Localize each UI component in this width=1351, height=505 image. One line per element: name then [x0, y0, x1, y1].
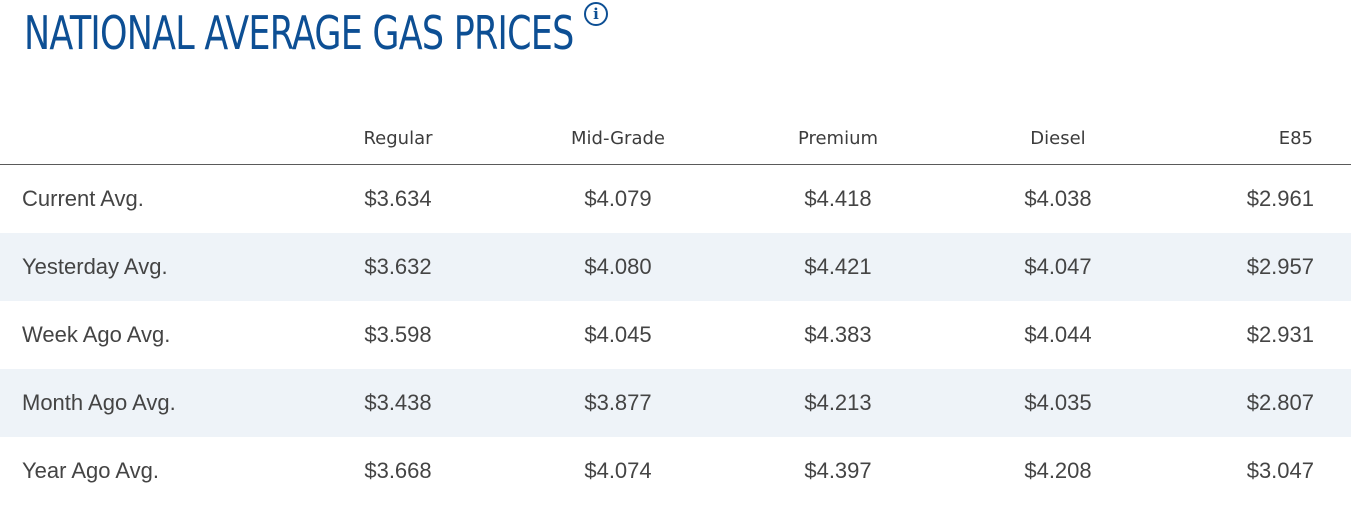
page-header: NATIONAL AVERAGE GAS PRICES: [24, 0, 747, 70]
table-row-month-ago: Month Ago Avg. $3.438 $3.877 $4.213 $4.0…: [0, 369, 1351, 437]
cell-mid-grade: $4.074: [584, 458, 652, 483]
cell-mid-grade: $4.080: [508, 233, 728, 301]
cell-premium: $4.418: [804, 186, 872, 211]
table-header-row: Regular Mid-Grade Premium Diesel E85: [0, 113, 1351, 165]
cell-regular: $3.438: [288, 369, 508, 437]
cell-diesel: $4.044: [1024, 322, 1092, 347]
info-icon[interactable]: i: [584, 2, 608, 26]
cell-mid-grade: $3.877: [508, 369, 728, 437]
cell-mid-grade: $4.079: [584, 186, 652, 211]
row-label: Month Ago Avg.: [0, 369, 288, 437]
cell-diesel: $4.047: [948, 233, 1168, 301]
cell-mid-grade: $4.045: [584, 322, 652, 347]
cell-diesel: $4.035: [948, 369, 1168, 437]
column-header-label: [0, 113, 288, 165]
row-label: Current Avg.: [22, 186, 144, 211]
cell-premium: $4.213: [728, 369, 948, 437]
column-header-diesel: Diesel: [948, 113, 1168, 165]
cell-regular: $3.598: [364, 322, 432, 347]
table-row-current: Current Avg. $3.634 $4.079 $4.418 $4.038…: [0, 165, 1351, 234]
column-header-premium: Premium: [728, 113, 948, 165]
cell-diesel: $4.208: [1024, 458, 1092, 483]
page-title: NATIONAL AVERAGE GAS PRICES: [24, 6, 574, 60]
cell-premium: $4.383: [804, 322, 872, 347]
column-header-e85: E85: [1168, 113, 1351, 165]
row-label: Yesterday Avg.: [0, 233, 288, 301]
cell-diesel: $4.038: [1024, 186, 1092, 211]
gas-prices-table: Regular Mid-Grade Premium Diesel E85 Cur…: [0, 113, 1351, 505]
cell-e85: $3.047: [1246, 458, 1314, 483]
column-header-regular: Regular: [288, 113, 508, 165]
column-header-mid-grade: Mid-Grade: [508, 113, 728, 165]
table-row-yesterday: Yesterday Avg. $3.632 $4.080 $4.421 $4.0…: [0, 233, 1351, 301]
table-row-week-ago: Week Ago Avg. $3.598 $4.045 $4.383 $4.04…: [0, 301, 1351, 369]
cell-e85: $2.807: [1168, 369, 1351, 437]
table-row-year-ago: Year Ago Avg. $3.668 $4.074 $4.397 $4.20…: [0, 437, 1351, 505]
cell-regular: $3.668: [364, 458, 432, 483]
cell-premium: $4.421: [728, 233, 948, 301]
row-label: Year Ago Avg.: [22, 458, 160, 483]
row-label: Week Ago Avg.: [22, 322, 171, 347]
cell-regular: $3.632: [288, 233, 508, 301]
cell-e85: $2.931: [1246, 322, 1314, 347]
cell-e85: $2.961: [1246, 186, 1314, 211]
cell-e85: $2.957: [1168, 233, 1351, 301]
cell-premium: $4.397: [804, 458, 872, 483]
cell-regular: $3.634: [364, 186, 432, 211]
